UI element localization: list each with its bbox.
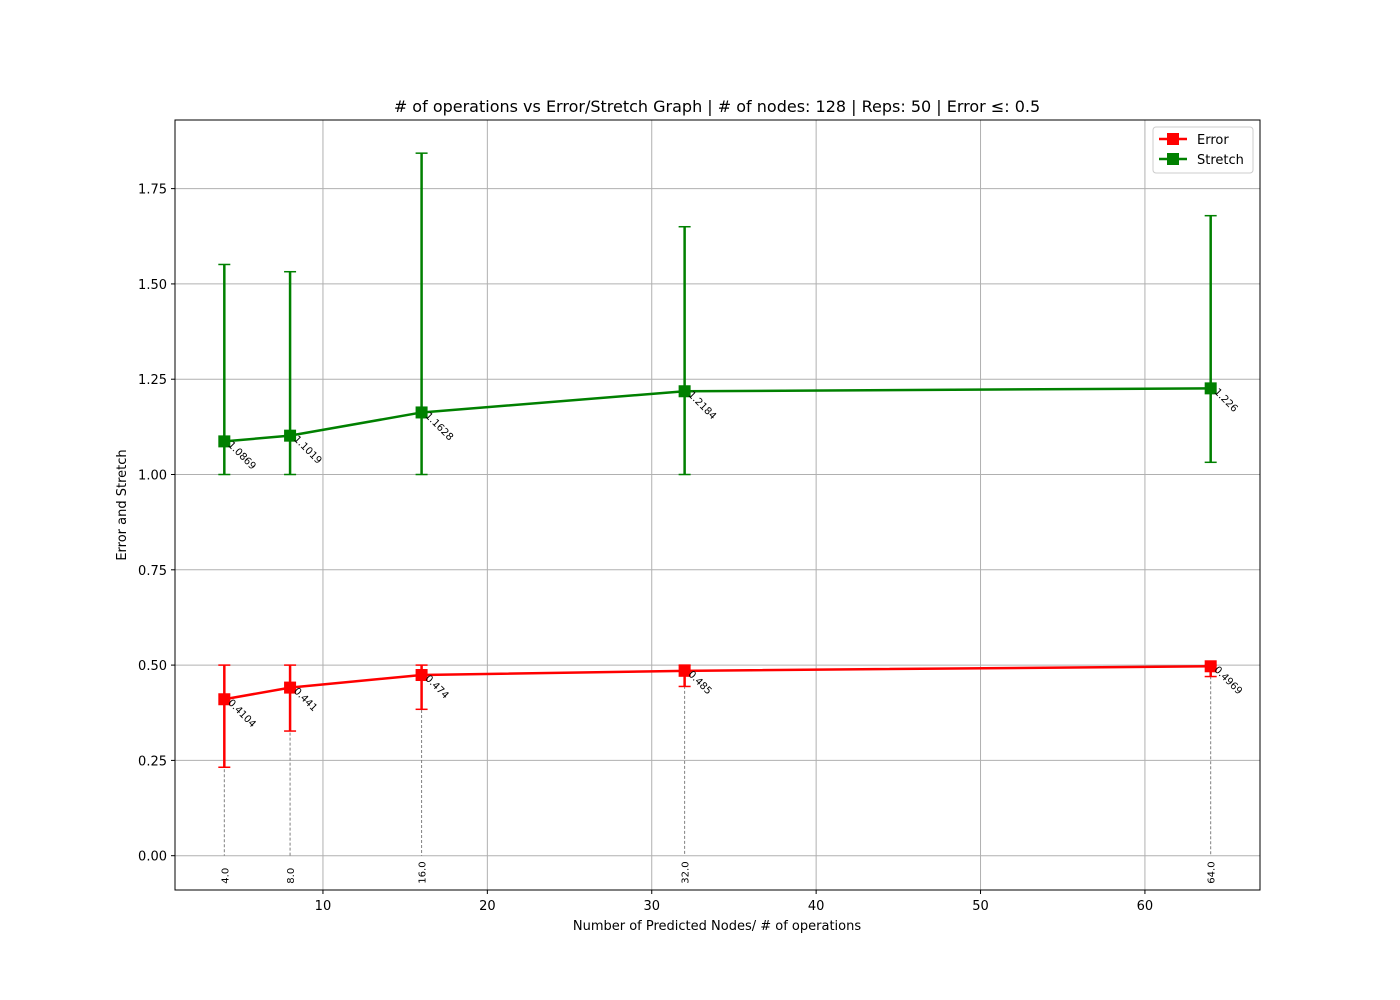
data-point [1204,660,1217,673]
data-point [218,693,231,706]
x-tick-label: 30 [643,899,660,914]
y-tick-label: 1.00 [138,469,167,484]
x-axis-label: Number of Predicted Nodes/ # of operatio… [573,919,861,934]
legend: Error Stretch [1152,126,1254,174]
data-label: 0.474 [422,673,450,701]
y-axis-label: Error and Stretch [115,449,130,560]
y-tick-label: 0.50 [138,659,167,674]
x-value-annotation: 8.0 [286,868,297,884]
data-point [678,664,691,677]
data-point [284,681,297,694]
data-label: 1.0869 [225,440,258,473]
data-label: 0.485 [685,669,713,697]
legend-marker [1167,133,1179,145]
series-error: 0.4104 0.441 0.474 0.485 0.4969 [218,660,1245,769]
y-tick-label: 0.00 [138,850,167,865]
data-point [415,669,428,682]
x-tick-label: 40 [808,899,825,914]
data-label: 1.1628 [422,411,455,444]
y-tick-label: 1.50 [138,278,167,293]
y-tick-label: 0.75 [138,564,167,579]
data-point [1204,382,1217,395]
x-value-annotation: 32.0 [681,861,692,883]
data-label: 0.4969 [1212,665,1245,698]
data-label: 1.2184 [685,390,718,423]
x-tick-label: 60 [1137,899,1154,914]
series-line [224,665,1211,701]
series-stretch: 1.0869 1.1019 1.1628 1.2184 1.226 [218,152,1240,476]
x-value-annotation: 16.0 [418,861,429,883]
data-label: 1.226 [1212,387,1240,415]
data-point [218,435,231,448]
x-value-annotation: 4.0 [220,868,231,884]
data-label: 0.4104 [225,698,258,731]
x-value-annotations: 4.0 8.0 16.0 32.0 64.0 [220,861,1217,883]
grid [175,120,1260,890]
data-point [415,406,428,419]
x-value-annotation: 64.0 [1207,861,1218,883]
data-label: 0.441 [291,686,319,714]
axes: 10 20 30 40 50 60 0.00 0.25 0.50 0.75 1.00 1.25 1.50… [138,183,1153,914]
legend-marker [1167,153,1179,165]
chart-title: # of operations vs Error/Stretch Graph |… [394,97,1040,116]
y-tick-label: 0.25 [138,754,167,769]
x-tick-label: 50 [972,899,989,914]
data-point [284,429,297,442]
data-point [678,385,691,398]
legend-label: Error [1197,133,1229,148]
y-tick-label: 1.25 [138,373,167,388]
data-label: 1.1019 [291,434,324,467]
x-tick-label: 20 [479,899,496,914]
x-tick-label: 10 [315,899,332,914]
y-tick-label: 1.75 [138,183,167,198]
x-guide-lines [223,666,1212,856]
legend-label: Stretch [1197,153,1244,168]
plot-frame [174,119,1261,891]
